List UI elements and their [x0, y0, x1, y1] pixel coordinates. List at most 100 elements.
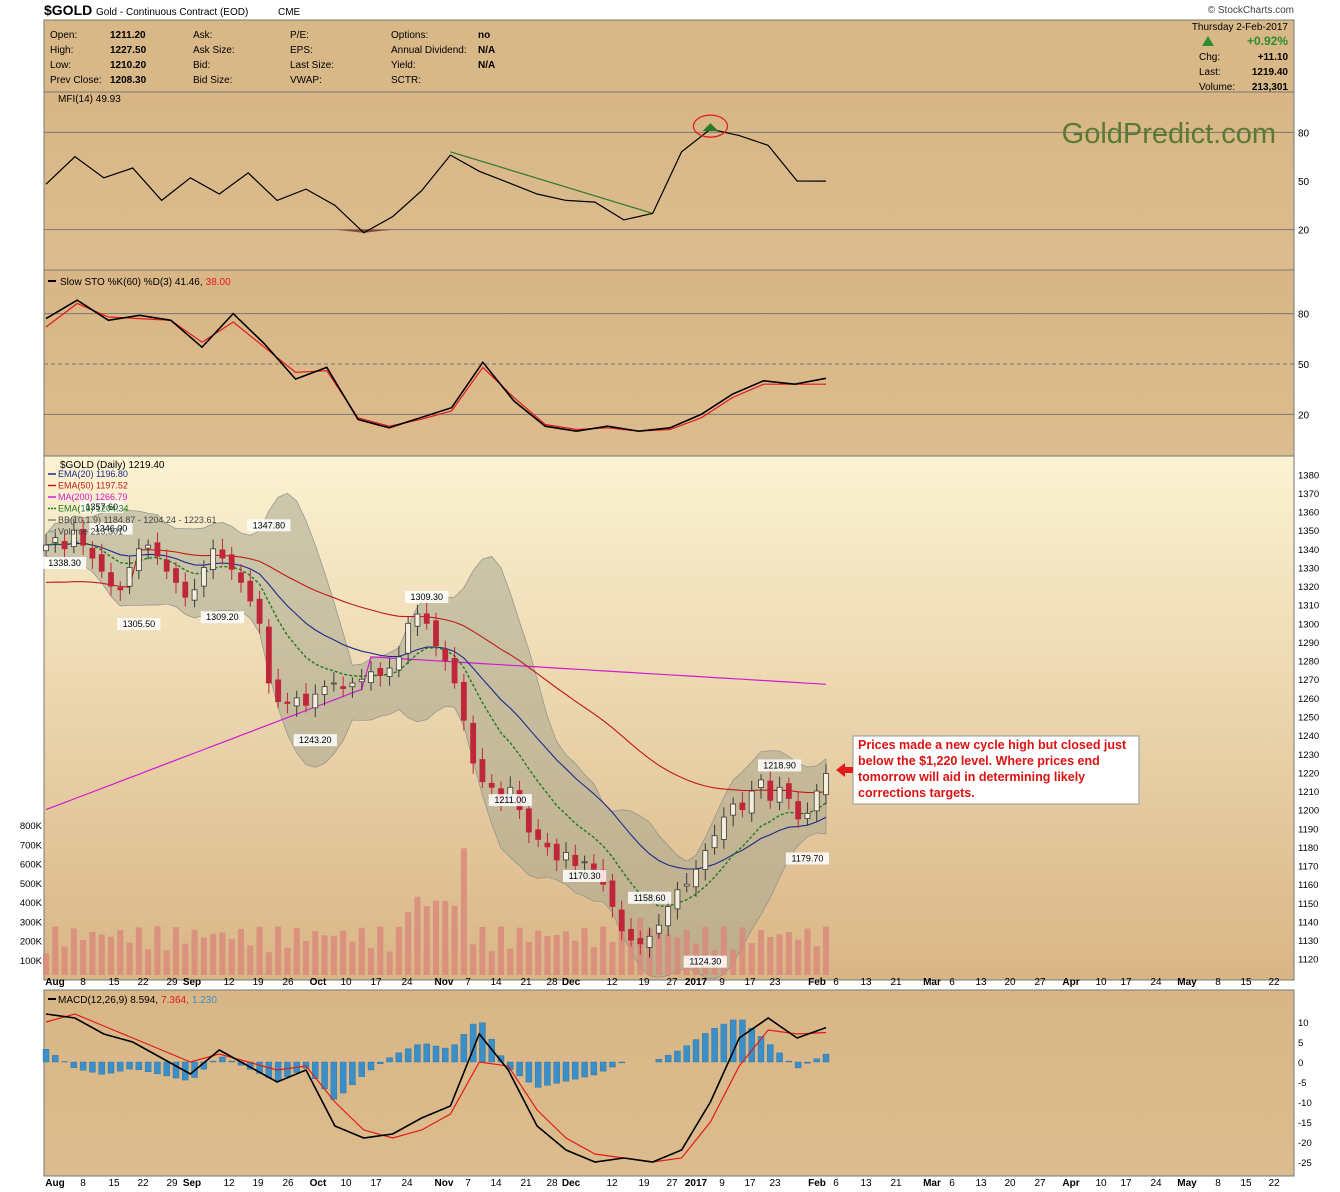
price-callout-bg — [488, 794, 532, 807]
candle-body — [442, 649, 449, 662]
candle-body — [758, 779, 764, 788]
macd-histogram-bar — [135, 1061, 143, 1070]
x-tick-label: Aug — [45, 1178, 64, 1189]
macd-label: MACD(12,26,9) 8.594, 7.364, 1.230 — [58, 995, 217, 1006]
volume-bar — [284, 947, 291, 975]
quote-label: Last Size: — [290, 60, 334, 71]
y-tick-label: 1160 — [1298, 880, 1318, 891]
price-callout: 1309.30 — [410, 592, 443, 602]
x-tick-label: Aug — [45, 977, 64, 988]
candle-body — [804, 812, 811, 819]
x-tick-label: 8 — [1215, 1178, 1221, 1189]
x-tick-label: 29 — [166, 977, 178, 988]
macd-histogram-bar — [748, 1027, 755, 1063]
macd-histogram-bar — [70, 1061, 78, 1068]
candle-body — [228, 554, 235, 570]
x-tick-label: Dec — [562, 977, 581, 988]
macd-histogram-bar — [386, 1057, 393, 1063]
x-tick-label: 10 — [1095, 1178, 1107, 1189]
price-callout: 1124.30 — [689, 957, 721, 967]
volume-bar — [776, 934, 783, 975]
volume-bar — [154, 926, 161, 975]
change-percent: +0.92% — [1247, 34, 1288, 48]
x-tick-label: 22 — [137, 1178, 149, 1189]
y-tick-label: 1270 — [1298, 675, 1319, 686]
candle-body — [553, 843, 560, 861]
volume-bar — [767, 936, 774, 975]
legend-entry: Volume 213,301 — [58, 527, 123, 537]
candle-body — [256, 598, 263, 624]
price-callout: 1218.90 — [763, 760, 796, 770]
candle-body — [433, 620, 439, 647]
legend-entry: BB(10,1.9) 1184.87 - 1204.24 - 1223.61 — [58, 515, 216, 525]
candle-body — [683, 883, 690, 887]
x-tick-label: 19 — [252, 977, 264, 988]
volume-tick-label: 300K — [20, 917, 43, 928]
candle-body — [748, 790, 755, 814]
x-tick-label: 8 — [80, 1178, 86, 1189]
candle-body — [89, 547, 96, 559]
candle-body — [349, 682, 356, 688]
y-tick-label: 20 — [1298, 410, 1310, 421]
candle-body — [423, 613, 430, 624]
macd-histogram-bar — [367, 1061, 375, 1071]
macd-histogram-bar — [126, 1061, 133, 1070]
candle-body — [303, 693, 309, 706]
candle-body — [358, 678, 365, 683]
volume-bar — [377, 926, 384, 975]
price-callout-bg — [757, 759, 802, 772]
quote-label: EPS: — [290, 45, 313, 56]
volume-bar — [813, 946, 820, 975]
x-tick-label: 9 — [719, 1178, 725, 1189]
volume-bar — [563, 931, 569, 975]
quote-value: no — [478, 30, 490, 41]
macd-histogram-bar — [228, 1060, 235, 1063]
candle-body — [275, 679, 282, 702]
volume-bar — [748, 943, 755, 975]
macd-histogram-bar — [767, 1044, 774, 1063]
y-tick-label: 1130 — [1298, 936, 1318, 947]
x-tick-label: 13 — [975, 1178, 987, 1189]
trend-line — [450, 151, 653, 214]
macd-histogram-bar — [692, 1039, 700, 1063]
candle-body — [284, 701, 291, 704]
macd-histogram-bar — [553, 1061, 560, 1084]
macd-histogram-bar — [729, 1019, 737, 1063]
price-callout: 1179.70 — [791, 853, 823, 863]
x-tick-label: 12 — [606, 977, 618, 988]
candle-body — [767, 780, 774, 801]
volume-bar — [238, 928, 244, 975]
candle-body — [117, 587, 124, 591]
quote-label: Low: — [50, 60, 71, 71]
quote-label: Ask Size: — [193, 45, 235, 56]
candle-body — [414, 613, 421, 627]
volume-bar — [61, 946, 68, 975]
volume-bar — [43, 953, 49, 975]
volume-bar — [200, 937, 207, 975]
macd-histogram-bar — [79, 1061, 87, 1071]
x-tick-label: 7 — [465, 1178, 471, 1189]
volume-bar — [590, 947, 597, 975]
x-tick-label: 21 — [890, 977, 902, 988]
price-callout: 1170.30 — [569, 871, 601, 881]
candle-body — [581, 861, 588, 864]
y-tick-label: 80 — [1298, 128, 1310, 139]
x-tick-label: 20 — [1004, 977, 1016, 988]
candle-body — [618, 909, 625, 932]
candle-body — [405, 622, 412, 654]
volume-bar — [553, 935, 560, 975]
candle-body — [247, 580, 254, 602]
y-tick-label: 1210 — [1298, 787, 1319, 798]
macd-histogram-bar — [590, 1061, 598, 1076]
volume-bar — [228, 939, 235, 975]
macd-histogram-bar — [219, 1056, 226, 1063]
price-callout-bg — [80, 501, 124, 514]
volume-bar — [256, 926, 263, 975]
x-tick-label: 26 — [282, 1178, 294, 1189]
x-tick-label: 6 — [949, 1178, 955, 1189]
x-tick-label: 6 — [833, 977, 839, 988]
candle-body — [739, 802, 746, 811]
x-tick-label: 15 — [1240, 977, 1252, 988]
candle-body — [377, 668, 384, 676]
